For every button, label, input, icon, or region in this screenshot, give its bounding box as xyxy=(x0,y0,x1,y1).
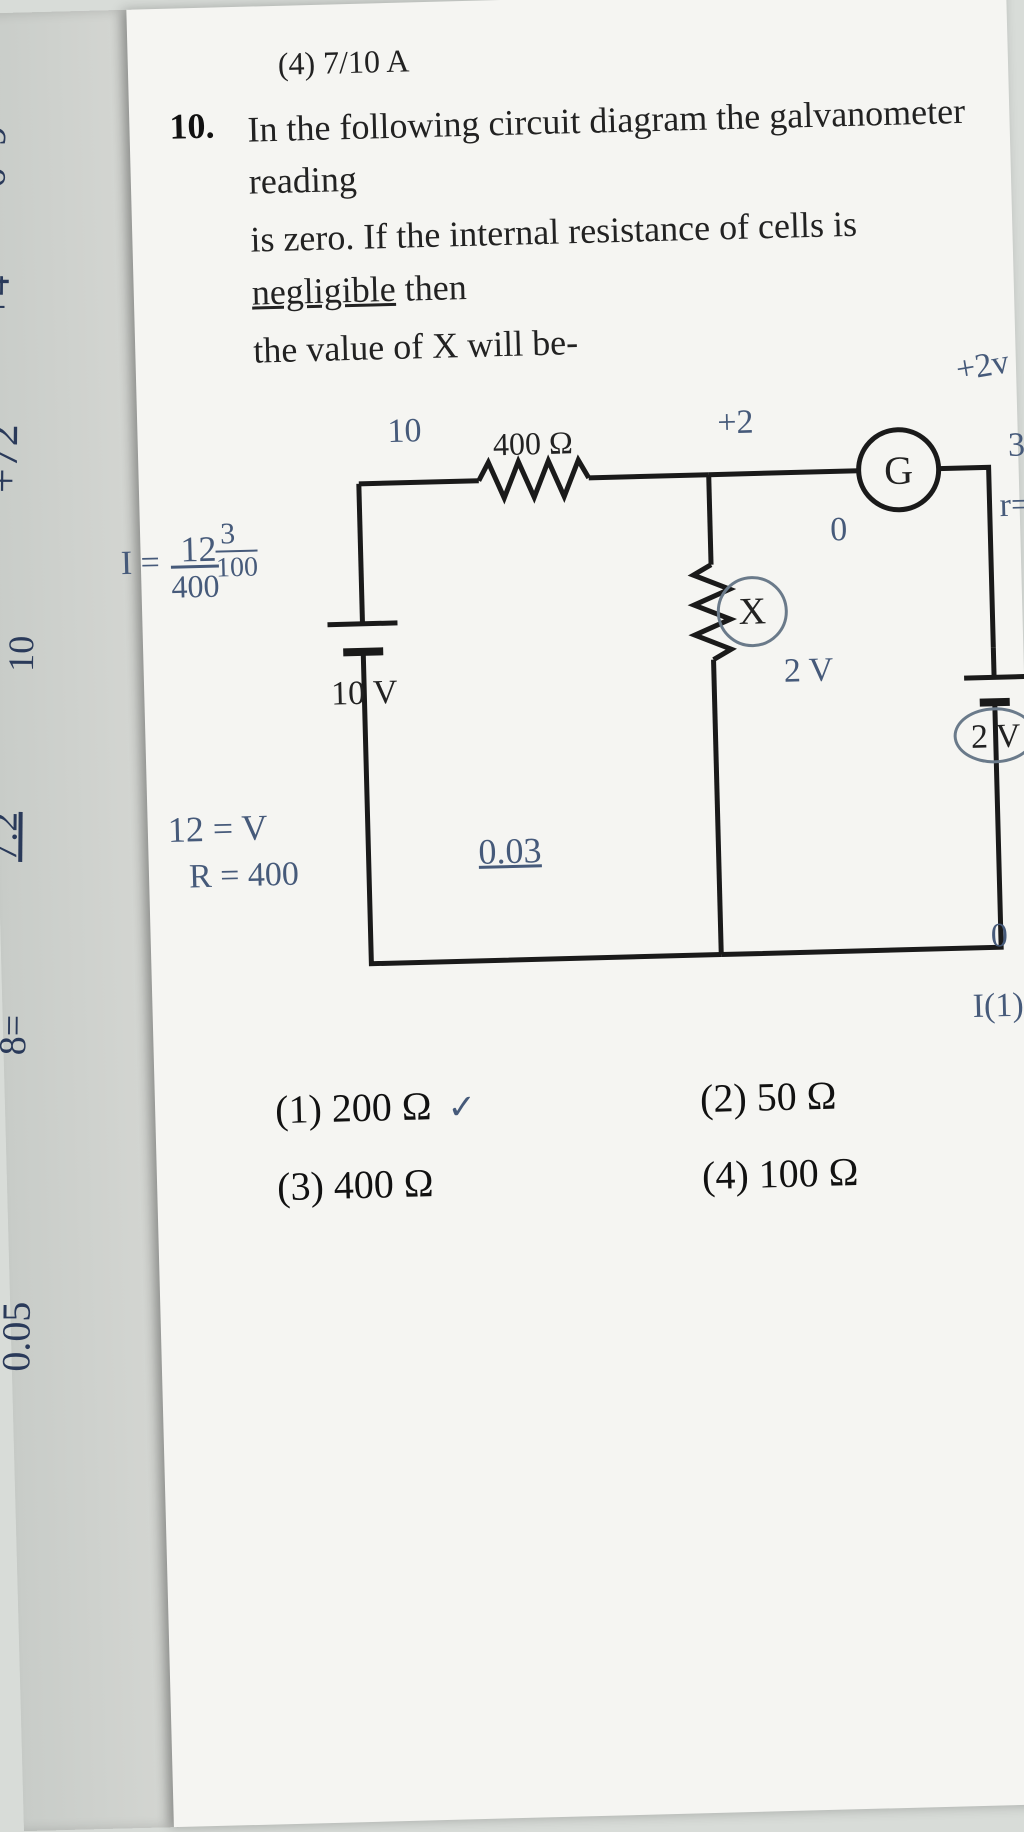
handnote: 8= xyxy=(0,1015,36,1056)
q2c: then xyxy=(395,267,467,309)
question-line-2: is zero. If the internal resistance of c… xyxy=(250,195,984,319)
question-number: 10. xyxy=(169,104,232,210)
handnote: 7.2 xyxy=(0,812,27,862)
handnote: 3 xyxy=(220,517,236,551)
handnote: +2 xyxy=(717,403,754,442)
spacer xyxy=(175,325,236,379)
handnote: 0 xyxy=(830,511,848,549)
option-1-text: (1) 200 Ω xyxy=(275,1083,432,1132)
handnote: R = 400 xyxy=(189,856,300,897)
handnote-tick: ✓ xyxy=(447,1089,476,1127)
galvanometer-label: G xyxy=(884,447,914,493)
handnote: 10 xyxy=(387,412,422,451)
option-3: (3) 400 Ω xyxy=(277,1155,583,1210)
handnote: 0 xyxy=(990,917,1008,955)
r1-label: 400 Ω xyxy=(492,424,573,462)
option-2: (2) 50 Ω xyxy=(699,1067,1005,1122)
handnote: 12 = V xyxy=(167,806,268,851)
handnote: I = xyxy=(120,544,160,583)
q2b: negligible xyxy=(251,268,396,312)
handnote: I(1) xyxy=(972,987,1024,1026)
spacer xyxy=(172,214,235,320)
options-grid: (1) 200 Ω ✓ (2) 50 Ω (3) 400 Ω (4) 100 Ω xyxy=(275,1067,1008,1210)
option-4: (4) 100 Ω xyxy=(701,1144,1007,1199)
circuit-svg: G 400 Ω 10 V 2 V X xyxy=(237,387,1024,1047)
question-line-1: In the following circuit diagram the gal… xyxy=(247,85,981,209)
circuit-diagram: G 400 Ω 10 V 2 V X 10 +2 +2v 0 3 r=0 12 … xyxy=(237,387,1024,1047)
option-1: (1) 200 Ω ✓ xyxy=(275,1078,581,1133)
handnote: 10 xyxy=(0,636,42,672)
handnote: r=0 xyxy=(999,486,1024,525)
handnote: 0.05 xyxy=(0,1301,40,1371)
q2a: is zero. If the internal resistance of c… xyxy=(250,204,858,260)
handnote: 400 xyxy=(171,567,220,605)
question-line-3: the value of X will be- xyxy=(253,316,579,377)
handnote: +4 xyxy=(0,275,19,318)
handnote: 0.03 xyxy=(478,829,542,873)
handnote: 6×9 xyxy=(0,125,15,188)
handnote: +2v xyxy=(953,343,1012,389)
question-row-1: 10. In the following circuit diagram the… xyxy=(169,85,981,211)
handnote: 100 xyxy=(216,551,259,584)
handnote: 12 xyxy=(180,528,217,571)
prev-option-fragment: (4) 7/10 A xyxy=(167,28,978,86)
question-row-2: is zero. If the internal resistance of c… xyxy=(172,195,984,321)
x-label: X xyxy=(738,590,767,633)
handnote: 2 V xyxy=(783,651,833,690)
handnote: +72 xyxy=(0,424,28,493)
handnote: 3 xyxy=(1008,426,1024,464)
page-content: (4) 7/10 A 10. In the following circuit … xyxy=(126,0,1024,1827)
v1-label: 10 V xyxy=(331,674,399,713)
